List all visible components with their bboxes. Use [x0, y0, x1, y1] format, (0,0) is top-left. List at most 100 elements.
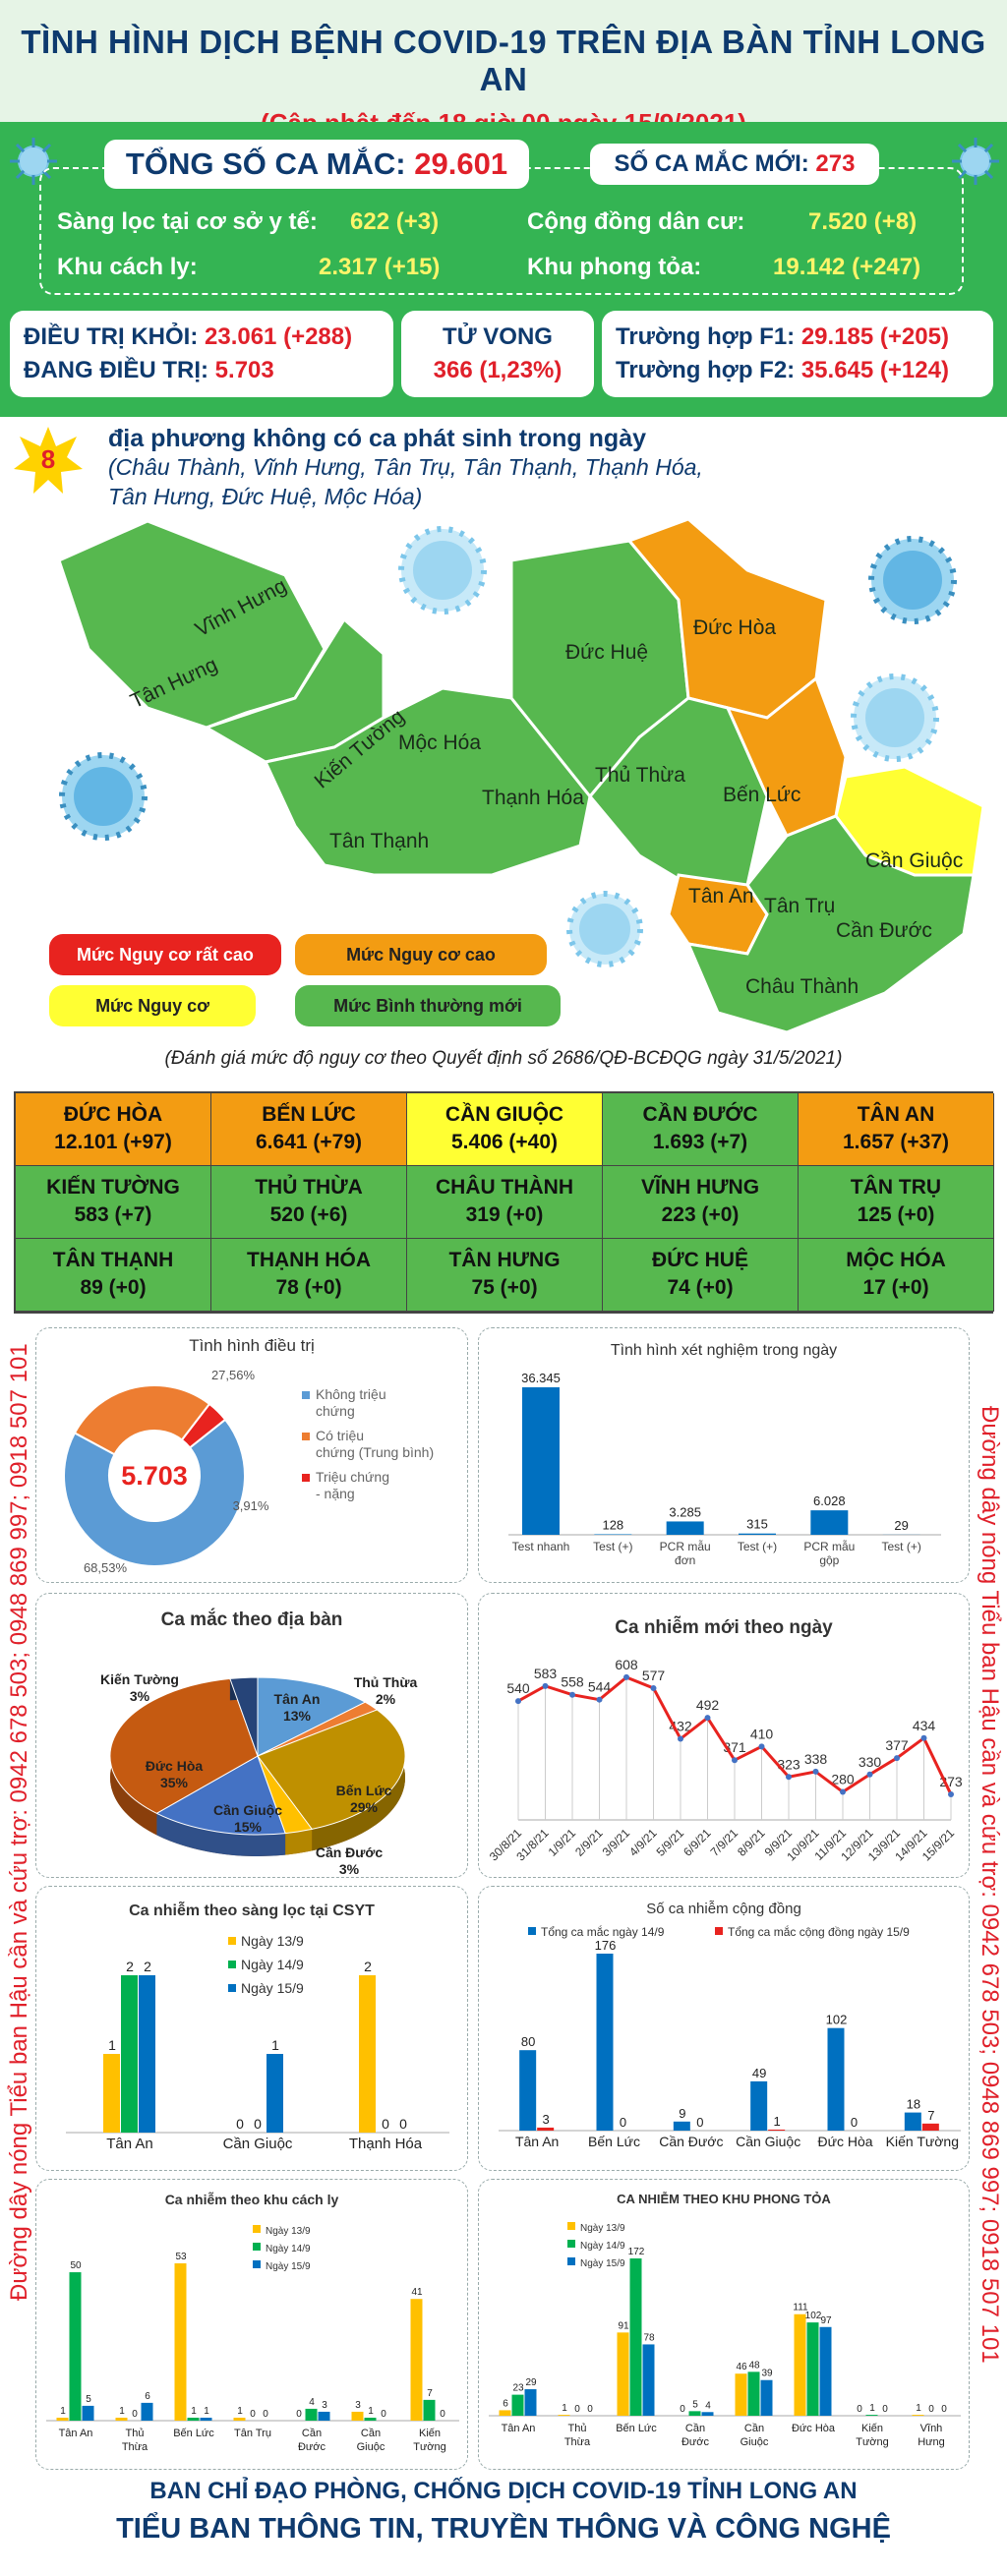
- bar: [511, 2394, 524, 2416]
- bar: [819, 2326, 832, 2416]
- map-label-can-giuoc: Cần Giuộc: [865, 849, 963, 872]
- bar: [174, 2263, 187, 2421]
- treating-label: ĐANG ĐIỀU TRỊ:: [24, 357, 208, 383]
- legend-label: Tổng ca mắc ngày 14/9: [541, 1924, 665, 1939]
- bar: [121, 1975, 138, 2133]
- data-label: 0: [882, 2404, 888, 2415]
- legend-line: Không triệu: [316, 1386, 386, 1402]
- page-title: TÌNH HÌNH DỊCH BỆNH COVID-19 TRÊN ĐỊA BÀ…: [21, 24, 986, 97]
- death-value: 366 (1,23%): [433, 357, 563, 383]
- data-label: 18: [907, 2097, 920, 2112]
- data-label: 0: [587, 2404, 593, 2415]
- district-value: 223 (+0): [661, 1203, 740, 1226]
- tick-label: Test nhanh: [512, 1540, 570, 1553]
- chart-title: Tình hình điều trị: [189, 1336, 315, 1355]
- bar: [673, 2121, 690, 2131]
- data-label: 3: [543, 2112, 550, 2127]
- slice-value: 3%: [130, 1688, 150, 1704]
- tick-label: 1/9/21: [546, 1826, 579, 1859]
- district-name: MỘC HÓA: [846, 1249, 946, 1271]
- f2-label: Trường hợp F2:: [616, 357, 796, 383]
- tick-label: Bến Lức: [173, 2428, 214, 2439]
- data-point: [840, 1788, 846, 1795]
- district-name: CHÂU THÀNH: [436, 1176, 573, 1199]
- district-value: 125 (+0): [857, 1203, 935, 1226]
- data-label: 102: [826, 2013, 848, 2027]
- district-name: KIẾN TƯỜNG: [46, 1176, 180, 1199]
- screening-value: 622 (+3): [350, 208, 440, 235]
- bar: [305, 2408, 318, 2421]
- map-label-tan-an: Tân An: [688, 885, 754, 907]
- data-label: 2: [144, 1959, 151, 1974]
- data-label: 23: [512, 2383, 524, 2394]
- legend-label: Ngày 15/9: [580, 2258, 625, 2269]
- district-cell: KIẾN TƯỜNG 583 (+7): [16, 1166, 211, 1239]
- district-name: CẦN GIUỘC: [444, 1103, 564, 1126]
- legend-label: Ngày 13/9: [580, 2223, 625, 2234]
- district-value: 6.641 (+79): [256, 1131, 362, 1153]
- star-badge-icon: [14, 427, 83, 494]
- legend-line: Triệu chứng: [316, 1469, 389, 1485]
- legend-swatch: [253, 2260, 261, 2268]
- legend-swatch: [302, 1433, 310, 1440]
- district-value: 1.693 (+7): [652, 1131, 748, 1153]
- bar: [666, 1521, 704, 1535]
- tick-label: Tân An: [106, 2136, 153, 2152]
- tick-line: Vĩnh: [920, 2423, 943, 2434]
- chart-title: Ca mắc theo địa bàn: [160, 1610, 343, 1630]
- tick-line: đơn: [675, 1553, 695, 1567]
- map-label-tan-tru: Tân Trụ: [764, 895, 835, 917]
- chart-title: Số ca nhiễm cộng đồng: [646, 1901, 801, 1917]
- legend-label: Có triệu chứng (Trung bình): [316, 1428, 434, 1460]
- data-label: 1: [271, 2037, 279, 2053]
- tick-label: Cần Giuộc: [740, 2423, 769, 2448]
- bar: [760, 2379, 773, 2416]
- data-label: 0: [857, 2404, 862, 2415]
- tick-line: Giuộc: [740, 2436, 769, 2448]
- slice-label: Kiến Tường: [100, 1671, 179, 1687]
- tick-line: Đước: [681, 2436, 710, 2448]
- panel-testing: Tình hình xét nghiệm trong ngày 36.345 Tes…: [478, 1327, 970, 1583]
- data-label: 0: [399, 2116, 407, 2132]
- tick-line: Tân An: [515, 2134, 559, 2149]
- data-label: 49: [752, 2066, 766, 2080]
- data-label: 4: [705, 2400, 711, 2411]
- bar: [750, 2080, 768, 2131]
- virus-icon: [398, 526, 487, 615]
- bar: [359, 1975, 376, 2133]
- tick-label: Bến Lức: [616, 2423, 657, 2434]
- bar: [519, 2050, 537, 2131]
- bar: [139, 1975, 155, 2133]
- data-point: [920, 1734, 927, 1741]
- district-value: 5.406 (+40): [451, 1131, 558, 1153]
- tick-label: Cần Giuộc: [223, 2136, 293, 2152]
- slice-label: 27,56%: [211, 1368, 256, 1382]
- panel-community: Số ca nhiễm cộng đồng 80 3 Tân An 176 0 Bến Lứ…: [478, 1886, 970, 2171]
- tick-line: Test (+): [881, 1540, 920, 1553]
- bar: [642, 2344, 655, 2416]
- data-label: 1: [237, 2406, 243, 2417]
- slice-label: Cần Đước: [316, 1844, 384, 1860]
- data-point: [758, 1743, 765, 1750]
- data-label: 0: [680, 2404, 685, 2415]
- data-label: 1: [204, 2406, 209, 2417]
- data-label: 0: [382, 2116, 389, 2132]
- district-name: VĨNH HƯNG: [640, 1176, 760, 1199]
- legend-line: - nặng: [316, 1486, 355, 1501]
- data-label: 6: [503, 2398, 508, 2409]
- tick-line: Đước: [298, 2441, 326, 2453]
- tick-label: Tân An: [515, 2134, 559, 2149]
- tick-label: 3/9/21: [600, 1826, 633, 1859]
- tick-line: Tân An: [106, 2136, 153, 2152]
- f1-value: 29.185 (+205): [800, 323, 949, 350]
- district-name: TÂN AN: [857, 1103, 935, 1126]
- slice-label: 3,91%: [233, 1498, 269, 1513]
- legend-swatch: [302, 1391, 310, 1399]
- tick-label: PCR mẫu đơn: [660, 1539, 711, 1567]
- tick-line: Cần: [685, 2423, 705, 2434]
- data-label: 111: [793, 2303, 808, 2313]
- panel-csyt: Ca nhiễm theo sàng lọc tại CSYT 1 2 2 Tân An…: [35, 1886, 468, 2171]
- bar: [103, 2054, 120, 2133]
- lockdown-value: 19.142 (+247): [773, 254, 921, 280]
- tick-label: 7/9/21: [708, 1826, 741, 1859]
